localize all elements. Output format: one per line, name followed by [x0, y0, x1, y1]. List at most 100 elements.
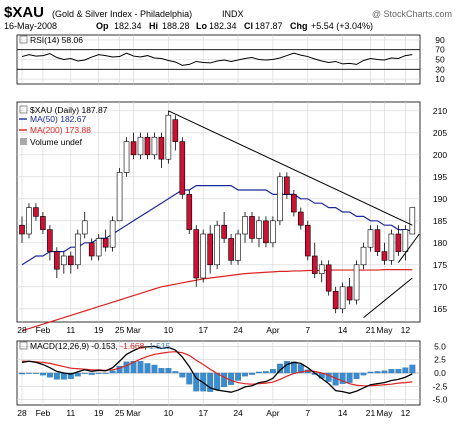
- macd-histogram-bar: [228, 372, 235, 385]
- candlestick: [263, 216, 269, 248]
- price-legend-icon: [19, 105, 28, 114]
- candle-body: [318, 264, 325, 274]
- macd-histogram-bar: [221, 372, 228, 388]
- candle-body: [33, 207, 39, 217]
- ma200-line: [21, 269, 413, 332]
- x-axis-label: 24: [233, 325, 243, 335]
- macd-legend-signal: -1.668: [120, 341, 144, 351]
- x-axis-label: Mar: [126, 325, 141, 335]
- candlestick: [158, 132, 165, 168]
- macd-layer: [17, 345, 420, 394]
- exchange: INDX: [222, 9, 244, 19]
- candlestick: [186, 190, 193, 234]
- macd-histogram-bar: [109, 370, 116, 374]
- macd-histogram-bar: [102, 372, 109, 374]
- candle-body: [291, 194, 297, 213]
- x-axis-label: 28: [17, 408, 27, 418]
- symbol-title: $XAU: [4, 4, 44, 21]
- rsi-tick-label: 30: [435, 64, 445, 74]
- x-axis-label: Feb: [36, 325, 51, 335]
- candle-body: [242, 216, 248, 235]
- quote-date: 16-May-2008: [4, 21, 57, 31]
- candle-body: [88, 242, 95, 257]
- candle-body: [346, 286, 353, 301]
- candlestick: [19, 216, 25, 243]
- candle-body: [256, 220, 262, 239]
- price-tick-label: 205: [433, 128, 447, 138]
- x-axis-label: 7: [305, 408, 310, 418]
- candle-body: [367, 229, 374, 248]
- macd-histogram-bar: [360, 372, 367, 376]
- macd-histogram-bar: [144, 363, 151, 374]
- candlestick: [221, 212, 227, 243]
- candle-body: [40, 216, 46, 230]
- macd-histogram-bar: [346, 372, 353, 383]
- candle-body: [304, 224, 311, 257]
- macd-histogram-bar: [39, 372, 46, 376]
- candlestick: [47, 225, 53, 261]
- price-tick-label: 195: [433, 172, 447, 182]
- macd-histogram-bar: [395, 369, 402, 374]
- candle-body: [193, 229, 200, 279]
- candle-body: [409, 207, 416, 235]
- candle-body: [26, 207, 32, 235]
- macd-histogram-bar: [297, 364, 304, 374]
- macd-histogram-bar: [388, 369, 395, 374]
- change-label: Chg: [290, 21, 308, 31]
- candlestick: [109, 216, 116, 252]
- price-legend-text: $XAU (Daily) 187.87: [30, 105, 108, 115]
- x-axis-label: 14: [338, 325, 348, 335]
- rsi-line: [21, 52, 413, 66]
- macd-histogram-bar: [409, 364, 416, 374]
- x-axis-label: 24: [233, 408, 243, 418]
- candlestick: [270, 216, 276, 248]
- macd-histogram-bar: [179, 372, 186, 378]
- candle-body: [221, 224, 227, 239]
- candle-body: [395, 233, 402, 252]
- candlestick: [67, 251, 74, 274]
- index-name: (Gold & Silver Index - Philadelphia): [52, 9, 192, 19]
- candle-body: [235, 233, 241, 261]
- candle-body: [74, 233, 81, 266]
- candlestick: [123, 137, 130, 177]
- macd-histogram-bar: [26, 372, 32, 374]
- candlestick: [395, 225, 402, 256]
- x-axis-label: 25: [115, 325, 125, 335]
- candlestick: [26, 203, 32, 239]
- axis-labels: 9070503010210205200195190185180175170165…: [17, 35, 447, 418]
- x-axis-label: Feb: [36, 408, 51, 418]
- macd-histogram-bar: [193, 372, 200, 392]
- candlestick: [116, 168, 123, 222]
- rsi-tick-label: 50: [435, 55, 445, 65]
- macd-histogram-bar: [367, 371, 374, 374]
- trendline-layer: [168, 110, 420, 318]
- candle-body: [353, 264, 360, 301]
- candle-body: [297, 211, 304, 226]
- price-tick-label: 180: [433, 238, 447, 248]
- candlestick: [235, 229, 241, 265]
- price-tick-label: 165: [433, 304, 447, 314]
- macd-line: [21, 345, 413, 394]
- candlestick: [242, 212, 248, 243]
- candle-body: [325, 264, 332, 292]
- price-tick-label: 190: [433, 194, 447, 204]
- macd-histogram-bar: [60, 372, 67, 380]
- price-panel: [16, 101, 421, 323]
- candlestick: [388, 229, 395, 265]
- candlestick: [353, 260, 360, 305]
- candle-body: [200, 233, 207, 279]
- candlestick: [179, 137, 186, 199]
- x-axis-label: 7: [305, 325, 310, 335]
- candlestick: [207, 225, 213, 274]
- x-axis-label: 11: [66, 408, 75, 418]
- macd-histogram-bar: [67, 372, 74, 380]
- candle-body: [332, 290, 339, 310]
- macd-histogram-bar: [116, 365, 123, 374]
- candle-body: [360, 246, 367, 266]
- candlestick: [284, 172, 290, 199]
- candlestick: [54, 247, 60, 278]
- candle-body: [102, 238, 109, 248]
- macd-tick-label: 0.0: [434, 368, 446, 378]
- open-value: 182.34: [114, 21, 142, 31]
- price-tick-label: 170: [433, 282, 447, 292]
